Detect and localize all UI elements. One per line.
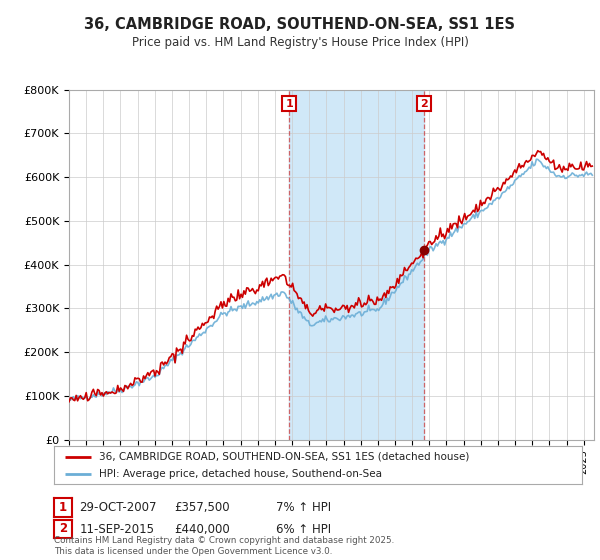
Text: 7% ↑ HPI: 7% ↑ HPI	[276, 501, 331, 515]
Text: HPI: Average price, detached house, Southend-on-Sea: HPI: Average price, detached house, Sout…	[99, 469, 382, 479]
Text: 1: 1	[285, 99, 293, 109]
Text: 36, CAMBRIDGE ROAD, SOUTHEND-ON-SEA, SS1 1ES (detached house): 36, CAMBRIDGE ROAD, SOUTHEND-ON-SEA, SS1…	[99, 451, 469, 461]
Text: 2: 2	[59, 522, 67, 535]
Text: 11-SEP-2015: 11-SEP-2015	[79, 522, 154, 536]
Text: £440,000: £440,000	[174, 522, 230, 536]
Bar	[289, 90, 424, 440]
Text: Contains HM Land Registry data © Crown copyright and database right 2025.
This d: Contains HM Land Registry data © Crown c…	[54, 536, 394, 556]
Text: 2: 2	[420, 99, 428, 109]
Text: £357,500: £357,500	[174, 501, 230, 515]
Text: 6% ↑ HPI: 6% ↑ HPI	[276, 522, 331, 536]
Text: Price paid vs. HM Land Registry's House Price Index (HPI): Price paid vs. HM Land Registry's House …	[131, 36, 469, 49]
Text: 1: 1	[59, 501, 67, 514]
Text: 29-OCT-2007: 29-OCT-2007	[79, 501, 157, 515]
Text: 36, CAMBRIDGE ROAD, SOUTHEND-ON-SEA, SS1 1ES: 36, CAMBRIDGE ROAD, SOUTHEND-ON-SEA, SS1…	[85, 17, 515, 32]
